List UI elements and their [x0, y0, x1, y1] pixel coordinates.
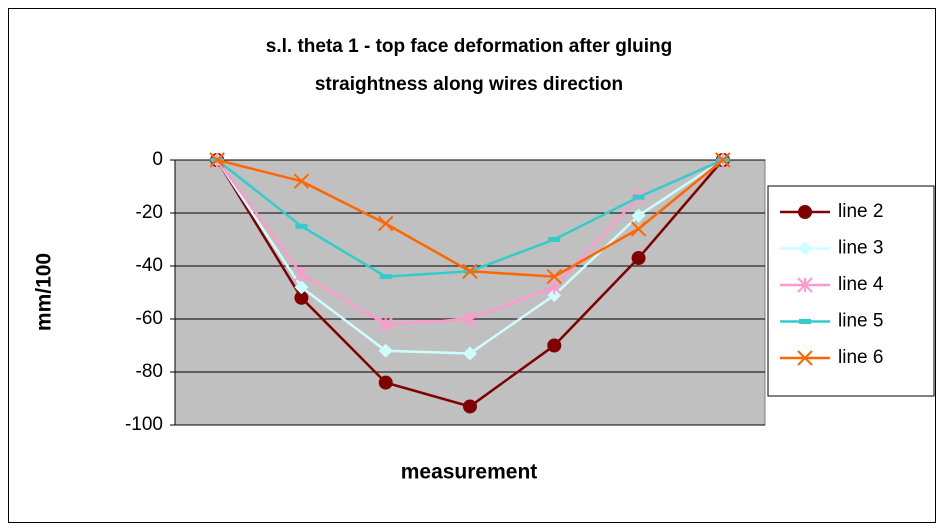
legend-label: line 4 [838, 274, 884, 295]
legend-label: line 6 [838, 347, 883, 368]
marker [293, 173, 310, 189]
y-tick-label: 0 [152, 149, 163, 170]
marker [294, 280, 309, 295]
legend-label: line 2 [838, 201, 883, 222]
marker [378, 215, 394, 232]
marker [546, 268, 562, 285]
y-tick-label: -20 [136, 202, 163, 223]
legend-marker [798, 241, 812, 256]
chart-title: s.l. theta 1 - top face deformation afte… [266, 36, 672, 57]
legend-box [767, 185, 935, 397]
marker [548, 237, 561, 242]
marker [547, 338, 562, 353]
marker [631, 208, 646, 223]
chart-title: straightness along wires direction [315, 74, 623, 95]
plot-area [174, 159, 766, 426]
y-axis-label: mm/100 [33, 253, 56, 331]
legend-marker [798, 205, 812, 219]
legend-marker [797, 350, 813, 366]
y-tick-label: -60 [136, 308, 163, 329]
legend-marker [799, 319, 811, 324]
legend-label: line 3 [838, 238, 883, 259]
marker [293, 266, 310, 282]
marker [463, 346, 477, 361]
y-tick-label: -80 [136, 361, 163, 382]
y-tick-label: -100 [125, 414, 163, 435]
legend-marker [797, 277, 813, 293]
marker [462, 263, 478, 280]
marker [463, 399, 477, 414]
marker [378, 375, 393, 390]
marker [379, 274, 392, 280]
marker [632, 194, 645, 200]
marker [715, 152, 731, 168]
x-axis-label: measurement [401, 461, 538, 484]
legend-label: line 5 [838, 311, 883, 332]
y-tick-label: -40 [136, 255, 163, 276]
marker [630, 221, 647, 237]
marker [295, 223, 308, 229]
marker [462, 311, 478, 327]
marker [378, 343, 393, 358]
marker [378, 316, 394, 333]
marker [631, 251, 646, 266]
marker [209, 152, 225, 168]
